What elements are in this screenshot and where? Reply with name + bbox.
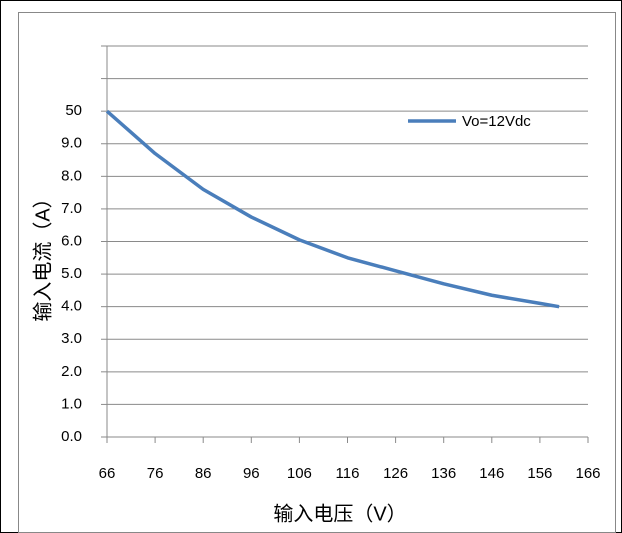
x-tick-label: 146 xyxy=(479,465,504,482)
y-tick-label: 1.0 xyxy=(61,395,82,412)
y-tick-label: 2.0 xyxy=(61,363,82,380)
y-tick-label: 6.0 xyxy=(61,232,82,249)
y-tick-label: 3.0 xyxy=(61,330,82,347)
y-tick-label: 7.0 xyxy=(61,200,82,217)
y-axis-label: 输入电流（A） xyxy=(31,188,54,321)
legend-label: Vo=12Vdc xyxy=(462,113,531,130)
x-tick-label: 86 xyxy=(195,465,212,482)
x-tick-label: 76 xyxy=(147,465,164,482)
x-tick-label: 66 xyxy=(99,465,116,482)
x-tick-label: 106 xyxy=(287,465,312,482)
line-series xyxy=(105,109,560,309)
x-tick-label: 126 xyxy=(383,465,408,482)
x-axis-label: 输入电压（V） xyxy=(273,502,406,525)
x-tick-label: 116 xyxy=(336,465,360,482)
x-tick-label: 156 xyxy=(527,465,552,482)
x-tick-label: 166 xyxy=(575,465,600,482)
x-tick-label: 96 xyxy=(243,465,260,482)
y-tick-label: 9.0 xyxy=(61,135,82,152)
y-tick-label: 50 xyxy=(65,102,82,119)
y-tick-label: 0.0 xyxy=(61,428,82,445)
y-tick-label: 4.0 xyxy=(61,298,82,315)
y-tick-label: 5.0 xyxy=(61,265,82,282)
y-tick-label: 8.0 xyxy=(61,167,82,184)
x-tick-label: 136 xyxy=(431,465,456,482)
